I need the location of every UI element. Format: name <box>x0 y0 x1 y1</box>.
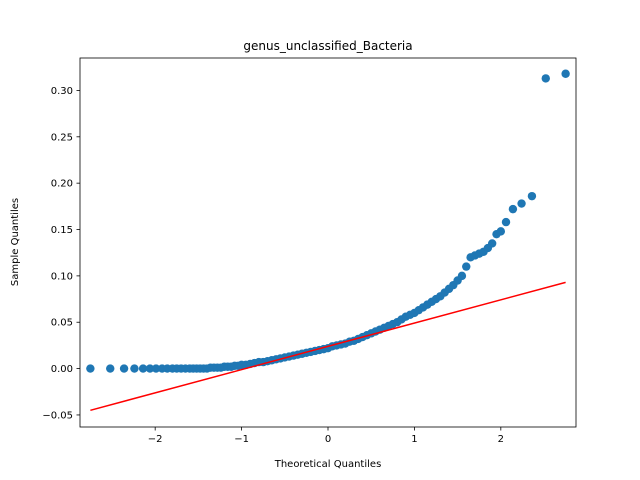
y-tick-label: 0.10 <box>51 271 73 282</box>
y-axis-ticks: −0.05 0.00 0.05 0.10 0.15 0.20 0.25 0.30 <box>42 86 80 421</box>
data-point <box>541 74 550 83</box>
data-point <box>86 364 95 373</box>
data-point <box>496 227 506 236</box>
data-point <box>130 364 139 373</box>
data-point <box>527 191 537 201</box>
y-tick-label: 0.20 <box>51 179 73 190</box>
data-point <box>119 364 129 373</box>
reference-line <box>90 281 566 412</box>
y-tick-label: 0.15 <box>51 225 73 236</box>
x-tick-label: −2 <box>148 434 163 445</box>
y-tick-label: −0.05 <box>42 410 73 421</box>
data-point <box>517 199 526 208</box>
data-point <box>462 262 471 271</box>
x-axis-label: Theoretical Quantiles <box>274 459 382 470</box>
data-point <box>151 364 161 373</box>
chart-title: genus_unclassified_Bacteria <box>243 39 412 53</box>
data-point <box>508 204 518 214</box>
data-point <box>145 364 155 373</box>
x-tick-label: 0 <box>325 434 331 445</box>
y-tick-label: 0.25 <box>51 132 73 143</box>
x-tick-label: 2 <box>498 434 504 445</box>
plot-content <box>86 69 570 412</box>
data-point <box>501 217 511 227</box>
data-point <box>561 69 570 78</box>
y-tick-label: 0.05 <box>51 318 73 329</box>
y-tick-label: 0.00 <box>51 364 73 375</box>
data-point <box>487 239 497 248</box>
plot-frame <box>79 57 577 428</box>
data-point <box>106 364 115 373</box>
x-tick-label: 1 <box>411 434 417 445</box>
data-point <box>457 271 467 281</box>
data-point <box>138 364 148 373</box>
y-axis-label: Sample Quantiles <box>10 198 21 286</box>
x-axis-ticks: −2 −1 0 1 2 <box>148 427 504 445</box>
x-tick-label: −1 <box>234 434 249 445</box>
y-tick-label: 0.30 <box>51 86 73 97</box>
